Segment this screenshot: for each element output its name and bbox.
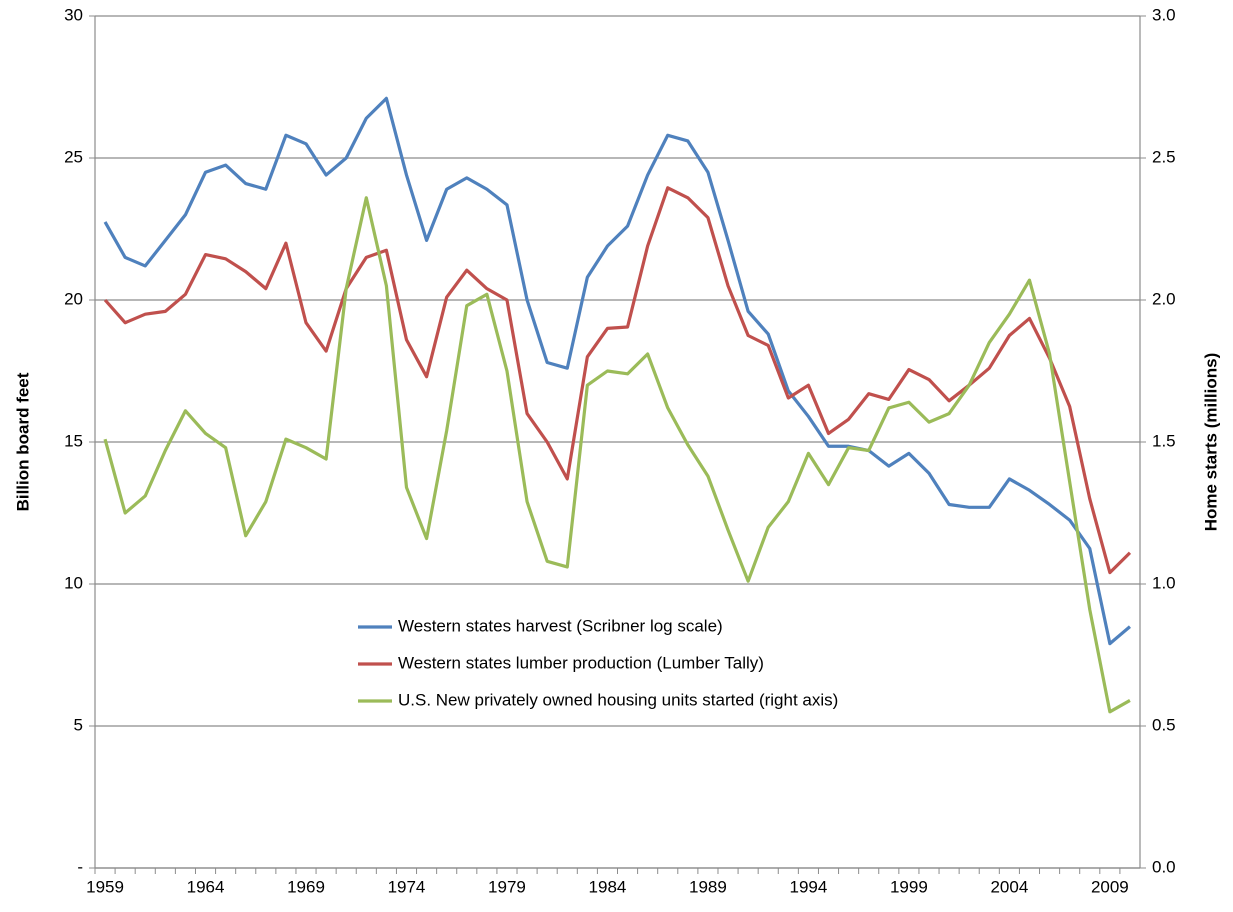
x-tick-label: 1964 [187, 877, 225, 896]
y2-tick-label: 3.0 [1152, 5, 1176, 24]
y2-axis-label: Home starts (millions) [1201, 353, 1220, 532]
y2-tick-label: 0.0 [1152, 857, 1176, 876]
legend-label: Western states lumber production (Lumber… [398, 653, 764, 672]
x-tick-label: 1959 [86, 877, 124, 896]
y2-tick-label: 1.5 [1152, 431, 1176, 450]
series-line [103, 186, 1132, 575]
legend-label: U.S. New privately owned housing units s… [398, 690, 838, 709]
y2-tick-label: 2.0 [1152, 289, 1176, 308]
y-tick-label: 30 [64, 5, 83, 24]
y2-tick-label: 1.0 [1152, 573, 1176, 592]
y-tick-label: 10 [64, 573, 83, 592]
y2-tick-label: 0.5 [1152, 715, 1176, 734]
x-tick-label: 1979 [488, 877, 526, 896]
x-tick-label: 1984 [589, 877, 627, 896]
y-axis-label: Billion board feet [13, 372, 32, 511]
y-tick-label: 20 [64, 289, 83, 308]
y-tick-label: - [77, 857, 83, 876]
legend-label: Western states harvest (Scribner log sca… [398, 616, 723, 635]
y2-tick-label: 2.5 [1152, 147, 1176, 166]
x-tick-label: 1969 [287, 877, 325, 896]
x-tick-label: 1974 [388, 877, 426, 896]
x-tick-label: 2004 [990, 877, 1028, 896]
y-tick-label: 5 [74, 715, 83, 734]
x-tick-label: 2009 [1091, 877, 1129, 896]
x-tick-label: 1989 [689, 877, 727, 896]
y-tick-label: 15 [64, 431, 83, 450]
series-line [103, 196, 1131, 714]
y-tick-label: 25 [64, 147, 83, 166]
x-tick-label: 1999 [890, 877, 928, 896]
series-line [103, 96, 1131, 646]
x-tick-label: 1994 [789, 877, 827, 896]
